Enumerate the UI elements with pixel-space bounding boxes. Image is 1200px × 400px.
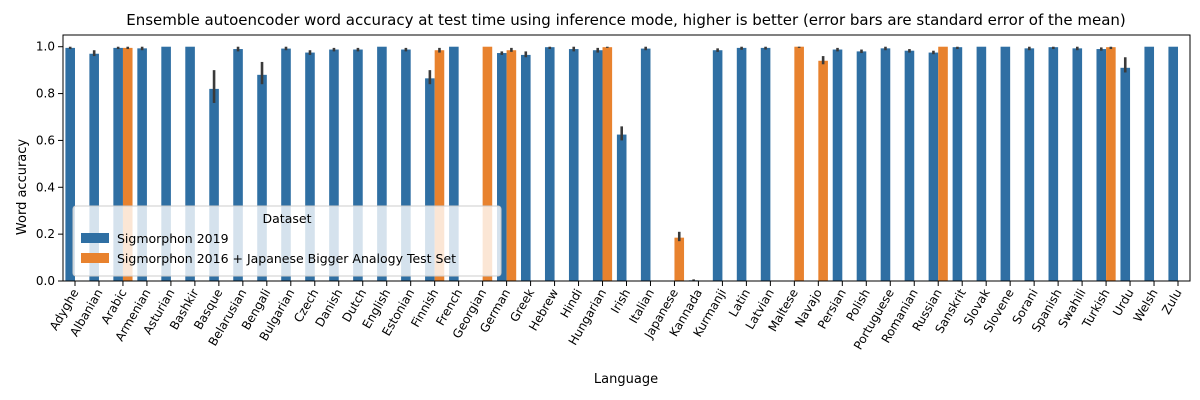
bar: [1024, 48, 1035, 282]
bar: [856, 51, 867, 282]
bar: [137, 48, 147, 282]
bar: [602, 47, 613, 281]
bar: [904, 50, 915, 281]
bar: [1072, 48, 1083, 282]
y-tick-label: 0.2: [36, 227, 55, 241]
bar: [1048, 47, 1059, 281]
bar: [592, 50, 603, 281]
x-tick-label: Zulu: [1159, 287, 1185, 317]
bar: [161, 46, 171, 281]
bar: [113, 47, 123, 282]
bar: [434, 50, 445, 281]
bar: [928, 52, 939, 282]
bar: [674, 237, 685, 281]
bar: [616, 134, 627, 281]
bar: [425, 78, 435, 281]
legend-entry-label: Sigmorphon 2019: [117, 231, 229, 246]
bar: [89, 53, 99, 281]
bar: [449, 46, 459, 281]
y-tick-label: 0.8: [36, 87, 55, 101]
bar: [353, 49, 363, 282]
bar: [257, 74, 267, 281]
bar: [712, 50, 723, 281]
x-tick-label: Welsh: [1131, 287, 1161, 325]
bar: [122, 47, 133, 282]
bar: [209, 88, 219, 281]
bar: [938, 46, 948, 281]
bar: [976, 46, 987, 281]
y-axis-label: Word accuracy: [15, 139, 30, 236]
y-tick-label: 0.0: [36, 274, 55, 288]
bar: [185, 46, 195, 281]
bar: [736, 47, 747, 282]
x-tick-label: Irish: [608, 287, 633, 316]
axes-frame: [62, 34, 1191, 282]
legend-entry-label: Sigmorphon 2016 + Japanese Bigger Analog…: [117, 251, 456, 266]
bar: [506, 50, 517, 281]
bar: [1096, 49, 1107, 281]
bar: [482, 46, 493, 281]
bar: [401, 49, 411, 282]
bar: [281, 48, 291, 282]
bar: [640, 48, 651, 282]
bar: [1120, 67, 1131, 281]
bar: [544, 47, 555, 281]
bar: [832, 49, 843, 282]
bar: [520, 54, 531, 281]
legend-swatch: [81, 253, 109, 263]
legend-box: [72, 205, 502, 277]
bar: [233, 49, 243, 281]
bar: [880, 48, 891, 282]
y-tick-label: 0.4: [36, 180, 55, 194]
bar: [794, 46, 804, 281]
plot-area: 0.00.20.40.60.81.0AdygheAlbanianArabicAr…: [36, 34, 1191, 352]
chart-title: Ensemble autoencoder word accuracy at te…: [126, 11, 1126, 29]
x-axis-label: Language: [594, 372, 658, 387]
legend-title: Dataset: [263, 211, 312, 226]
bar: [1000, 46, 1011, 281]
legend: Dataset Sigmorphon 2019 Sigmorphon 2016 + …: [72, 205, 502, 277]
bar: [1168, 46, 1179, 281]
bar: [952, 47, 963, 281]
bar: [65, 47, 75, 282]
bar: [305, 52, 315, 282]
y-tick-label: 1.0: [36, 40, 55, 54]
bar: [568, 49, 579, 281]
legend-swatch: [81, 233, 109, 243]
bar: [818, 60, 828, 282]
bar: [1144, 46, 1155, 281]
bar: [377, 46, 387, 281]
bar: [760, 47, 771, 282]
y-tick-label: 0.6: [36, 133, 55, 147]
bar: [329, 49, 339, 282]
bar: [497, 53, 507, 281]
bar: [1106, 47, 1116, 281]
